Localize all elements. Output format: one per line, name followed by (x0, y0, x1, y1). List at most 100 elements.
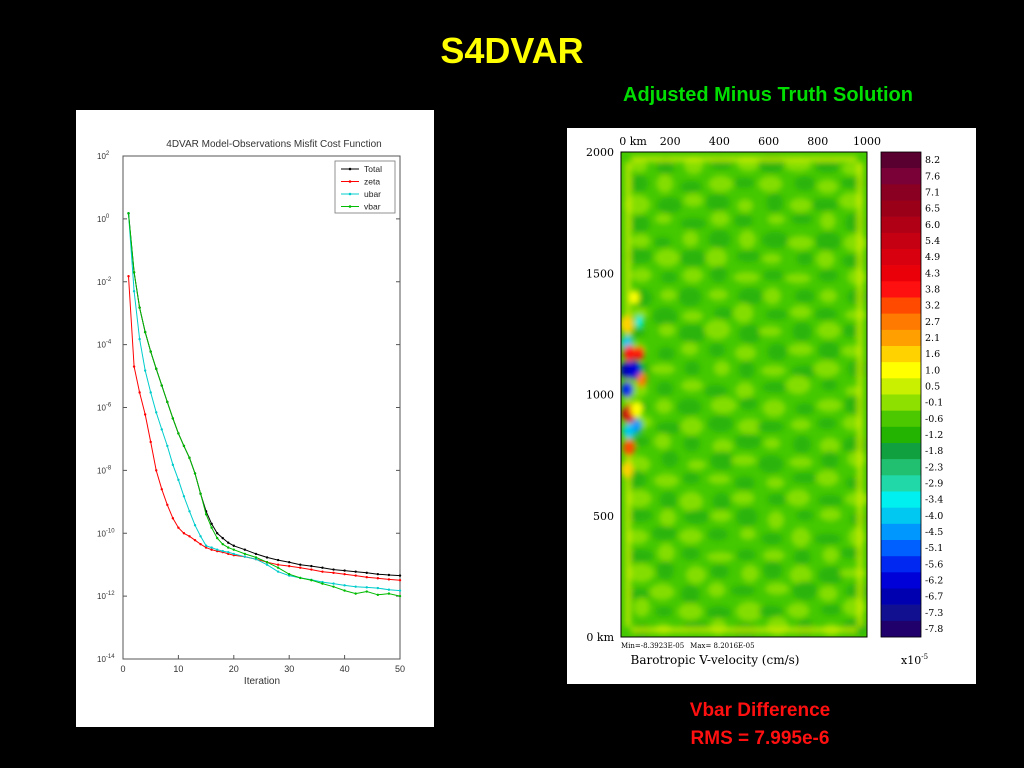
x-tick-label: 0 (120, 664, 125, 674)
data-point-zeta (193, 539, 197, 542)
data-point-vbar (232, 548, 235, 551)
colorbar-swatch (881, 168, 921, 185)
colorbar-swatch (881, 362, 921, 379)
field-edge-band (857, 162, 863, 627)
legend-marker (348, 205, 352, 208)
y-tick-label: 102 (97, 151, 110, 161)
data-point-ubar (243, 555, 247, 558)
field-cell (765, 477, 785, 489)
data-point-ubar (365, 586, 368, 589)
data-point-zeta (276, 563, 280, 566)
field-cell (656, 560, 675, 581)
colorbar-swatch (881, 265, 921, 282)
field-cell (707, 528, 729, 541)
field-cell (735, 601, 763, 622)
legend-label: Total (364, 164, 382, 174)
field-anomaly (627, 361, 642, 380)
data-point-Total (210, 522, 213, 525)
field-cell (817, 566, 844, 585)
x-tick-label: 10 (173, 664, 183, 674)
field-cell (791, 213, 813, 225)
field-cell (733, 177, 755, 189)
field-anomaly (622, 439, 635, 456)
colorbar-label: 4.3 (925, 268, 940, 279)
field-cell (785, 375, 811, 395)
field-cell (680, 379, 704, 392)
colorbar-label: -7.8 (925, 624, 943, 635)
data-point-zeta (376, 577, 380, 580)
field-cell (656, 173, 674, 194)
field-cell (791, 527, 811, 548)
field-cell (819, 288, 838, 303)
min-max-label: Min=-8.3923E-05 Max= 8.2016E-05 (621, 642, 755, 650)
field-cell (736, 250, 761, 263)
field-anomaly (635, 315, 644, 328)
field-x-tick-label: 800 (807, 135, 828, 148)
y-tick-label: 10-12 (97, 591, 115, 601)
field-cell (767, 510, 785, 530)
field-cell (793, 548, 811, 566)
field-cell (705, 193, 730, 212)
field-anomaly (634, 346, 645, 361)
field-cell (786, 489, 810, 507)
data-point-vbar (188, 456, 191, 460)
data-point-Total (221, 536, 224, 540)
field-cell (710, 211, 730, 227)
field-cell (679, 491, 704, 512)
data-point-Total (227, 541, 230, 544)
scale-factor-label: x10-5 (901, 653, 928, 667)
field-cell (630, 214, 650, 233)
field-cell (736, 549, 756, 561)
data-point-zeta (343, 572, 346, 576)
field-anomalies (621, 153, 867, 637)
field-cell (739, 527, 757, 540)
data-point-zeta (288, 564, 291, 568)
data-point-vbar (155, 367, 158, 371)
legend-label: vbar (364, 202, 381, 212)
data-point-vbar (343, 589, 346, 592)
cost-function-chart-panel: 4DVAR Model-Observations Misfit Cost Fun… (76, 110, 434, 727)
field-edge-band (631, 627, 857, 633)
colorbar-swatch (881, 184, 921, 201)
colorbar-swatch (881, 200, 921, 217)
data-point-zeta (188, 535, 191, 538)
field-cell (658, 323, 676, 337)
data-point-vbar (204, 513, 208, 516)
series-line-vbar (128, 213, 401, 597)
colorbar-label: -1.2 (925, 430, 943, 441)
data-point-ubar (398, 589, 402, 592)
data-point-vbar (171, 417, 175, 420)
data-point-vbar (210, 526, 213, 529)
colorbar-label: -7.3 (925, 608, 943, 619)
field-cell (737, 418, 762, 435)
field-cell (682, 267, 704, 284)
data-point-zeta (166, 503, 169, 507)
colorbar-label: 8.2 (925, 155, 940, 166)
data-point-ubar (132, 290, 136, 293)
colorbar-swatch (881, 297, 921, 314)
colorbar-swatch (881, 346, 921, 363)
data-point-ubar (166, 444, 169, 448)
data-point-zeta (365, 575, 368, 579)
field-cell (843, 233, 867, 253)
field-cell (687, 459, 707, 471)
field-cell (661, 450, 679, 468)
field-cell (758, 326, 782, 337)
field-cell (762, 549, 785, 562)
field-cell (816, 250, 835, 269)
data-point-zeta (398, 579, 402, 582)
data-point-zeta (160, 488, 163, 491)
field-anomaly (621, 461, 634, 478)
field-cell (685, 566, 707, 584)
data-point-Total (398, 574, 402, 577)
colorbar-swatch (881, 572, 921, 589)
data-point-ubar (354, 585, 357, 588)
field-cell (763, 287, 782, 305)
field-cell (756, 421, 785, 433)
field-cell (733, 303, 754, 323)
data-point-Total (288, 560, 291, 564)
velocity-field-chart: 0 km 200 400 600 800 1000 0 km 500 1000 1500 2000… (586, 135, 943, 667)
colorbar-label: -0.6 (925, 414, 943, 425)
field-cell (655, 606, 673, 617)
field-x-axis-label: Barotropic V-velocity (cm/s) (631, 653, 800, 667)
